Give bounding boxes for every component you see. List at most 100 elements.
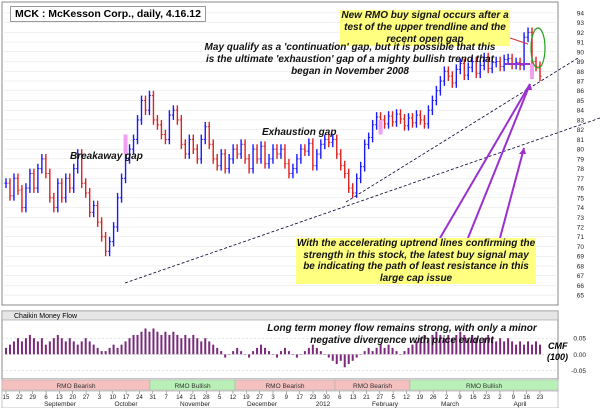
cmf-bar — [371, 351, 374, 355]
cmf-bar — [132, 334, 135, 355]
cmf-bar — [216, 347, 219, 355]
cmf-bar — [60, 338, 63, 355]
cmf-bar — [108, 347, 111, 355]
x-tick-label: 27 — [83, 395, 90, 401]
cmf-bar — [395, 351, 398, 355]
y-tick-label: 84 — [577, 108, 585, 115]
cmf-bar — [315, 347, 318, 355]
x-tick-label: 16 — [470, 395, 477, 401]
annotation-uptrend: With the accelerating uptrend lines conf… — [296, 238, 536, 284]
date-axis — [1, 390, 559, 408]
cmf-bar — [52, 338, 55, 355]
cmf-bar — [355, 354, 358, 358]
x-tick-label: 12 — [230, 395, 237, 401]
cmf-tick-label: -0.05 — [571, 368, 586, 375]
cmf-bar — [399, 354, 402, 355]
x-tick-label: 22 — [16, 395, 23, 401]
cmf-bar — [299, 354, 302, 355]
y-tick-label: 78 — [577, 166, 585, 173]
x-tick-label: 6 — [44, 395, 48, 401]
x-tick-label: 27 — [376, 395, 383, 401]
cmf-bar — [20, 341, 23, 355]
cmf-bar — [148, 331, 151, 355]
annotation-continuation: May qualify as a 'continuation' gap, but… — [204, 42, 496, 77]
cmf-tick-label: 0.05 — [573, 336, 586, 343]
x-tick-label: 12 — [403, 395, 410, 401]
cmf-bar — [275, 354, 278, 358]
x-tick-label: 23 — [537, 395, 544, 401]
x-tick-label: 17 — [296, 395, 303, 401]
x-tick-label: 3 — [98, 395, 102, 401]
cmf-bar — [283, 347, 286, 355]
gap-highlight — [378, 119, 383, 135]
y-tick-label: 87 — [577, 79, 585, 86]
y-tick-label: 68 — [577, 263, 585, 270]
x-tick-label: 29 — [29, 395, 36, 401]
x-tick-label: 16 — [523, 395, 530, 401]
cmf-bar — [236, 347, 239, 355]
cmf-bar — [36, 341, 39, 355]
rmo-label: RMO Bullish — [466, 383, 503, 390]
cmf-bar — [200, 341, 203, 355]
annotation-exhaustion: Exhaustion gap — [262, 127, 337, 138]
cmf-bar — [120, 344, 123, 355]
cmf-bar — [88, 341, 91, 355]
y-tick-label: 74 — [577, 205, 585, 212]
cmf-bar — [471, 334, 474, 355]
cmf-bar — [443, 338, 446, 355]
y-tick-label: 65 — [577, 293, 585, 300]
cmf-bar — [228, 354, 231, 355]
cmf-bar — [56, 334, 59, 355]
cmf-bar — [84, 338, 87, 355]
y-tick-label: 85 — [577, 98, 585, 105]
y-tick-label: 67 — [577, 273, 585, 280]
month-label: November — [180, 401, 211, 408]
month-label: September — [44, 401, 77, 408]
cmf-bar — [367, 347, 370, 355]
cmf-panel-header — [1, 310, 559, 321]
cmf-bar — [64, 341, 67, 355]
cmf-bar — [459, 331, 462, 355]
cmf-bar — [188, 338, 191, 355]
cmf-bar — [423, 334, 426, 355]
cmf-bar — [379, 344, 382, 355]
y-tick-label: 75 — [577, 195, 585, 202]
x-tick-label: 2 — [445, 395, 449, 401]
rmo-label: RMO Bullish — [174, 383, 211, 390]
gap-highlight — [530, 63, 535, 80]
cmf-bar — [291, 354, 294, 355]
cmf-bar — [176, 334, 179, 355]
cmf-bar — [451, 338, 454, 355]
cmf-bar — [463, 334, 466, 355]
x-tick-label: 23 — [483, 395, 490, 401]
y-tick-label: 69 — [577, 254, 585, 261]
chart-title: MCK : McKesson Corp., daily, 4.16.12 — [10, 6, 206, 22]
cmf-bar — [220, 351, 223, 355]
cmf-bar — [519, 341, 522, 355]
cmf-bar — [311, 344, 314, 355]
cmf-period-label: (100) — [547, 352, 569, 362]
y-tick-label: 81 — [577, 137, 585, 144]
cmf-bar — [507, 338, 510, 355]
cmf-bar — [343, 354, 346, 368]
cmf-bar — [248, 354, 251, 358]
x-tick-label: 3 — [271, 395, 275, 401]
cmf-bar — [168, 334, 171, 355]
annotation-money-flow: Long term money flow remains strong, wit… — [267, 323, 537, 346]
cmf-bar — [511, 341, 514, 355]
cmf-bar — [487, 334, 490, 355]
month-label: 2012 — [316, 401, 331, 408]
cmf-bar — [8, 344, 11, 355]
cmf-bar — [475, 338, 478, 355]
cmf-bar — [268, 351, 271, 355]
x-tick-label: 19 — [243, 395, 250, 401]
cmf-bar — [156, 331, 159, 355]
y-tick-label: 76 — [577, 186, 585, 193]
annotation-arrow — [509, 37, 529, 45]
cmf-bar — [411, 344, 414, 355]
y-tick-label: 82 — [577, 127, 585, 134]
cmf-bar — [264, 347, 267, 355]
cmf-bar — [96, 347, 99, 355]
cmf-bar — [5, 347, 7, 355]
